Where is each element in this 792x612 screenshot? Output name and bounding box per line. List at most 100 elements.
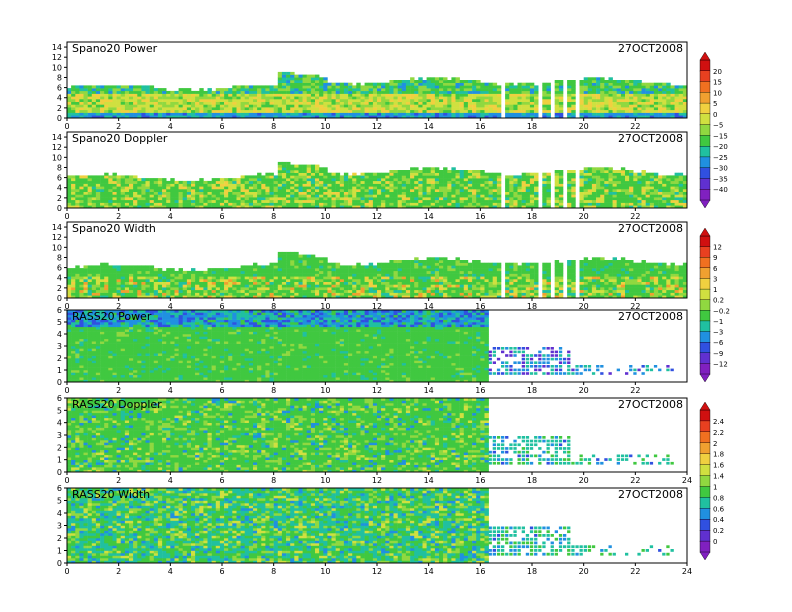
heatmap-cells [67, 398, 674, 473]
colorbar-arrow-top [699, 227, 711, 237]
y-tick-label: 2 [57, 443, 62, 452]
y-tick-label: 0 [57, 294, 62, 303]
colorbar-label: −0.2 [713, 307, 730, 315]
y-tick-label: 0 [57, 114, 62, 123]
y-tick-label: 2 [57, 534, 62, 543]
x-tick-label: 4 [168, 567, 173, 576]
x-tick-label: 0 [64, 212, 69, 221]
x-tick-label: 24 [682, 567, 692, 576]
colorbar-swatch [699, 530, 711, 542]
y-tick-label: 12 [52, 53, 62, 62]
y-tick-label: 6 [57, 84, 62, 93]
panel-title: RASS20 Doppler [72, 398, 162, 411]
y-tick-label: 6 [57, 484, 62, 493]
colorbar-swatch [699, 475, 711, 488]
colorbar-swatch [699, 409, 711, 422]
x-tick-label: 8 [271, 122, 276, 131]
x-tick-label: 6 [219, 302, 224, 311]
x-tick-label: 24 [682, 476, 692, 485]
heatmap-cells [67, 488, 674, 564]
colorbar-swatch [699, 70, 711, 83]
x-tick-label: 16 [475, 386, 485, 395]
colorbar-arrow-bottom [699, 551, 711, 561]
colorbar-swatch [699, 288, 711, 301]
x-tick-label: 2 [116, 567, 121, 576]
x-tick-label: 8 [271, 302, 276, 311]
colorbar-swatch [699, 235, 711, 248]
colorbar-swatch [699, 135, 711, 147]
colorbar-swatch [699, 497, 711, 509]
colorbar-swatch [699, 156, 711, 169]
colorbar-swatch [699, 299, 711, 311]
colorbar-label: −3 [713, 329, 723, 337]
y-tick-label: 2 [57, 194, 62, 203]
colorbar-rass: 2.4 2.2 2 1.8 1.6 1.4 1 0.8 0.6 0.4 0.2 0 [699, 401, 725, 561]
heatmap-cells [67, 251, 688, 299]
y-tick-label: 10 [52, 63, 62, 72]
x-tick-label: 14 [424, 212, 434, 221]
colorbar-label: 20 [713, 68, 722, 76]
colorbar-label: −40 [713, 186, 728, 194]
x-tick-label: 2 [116, 212, 121, 221]
x-tick-label: 18 [527, 212, 537, 221]
colorbar-swatch [699, 342, 711, 354]
colorbar-label: 1.8 [713, 451, 724, 459]
colorbar-label: 1.4 [713, 473, 725, 481]
panel-title: RASS20 Width [72, 488, 150, 501]
x-tick-label: 16 [475, 302, 485, 311]
colorbar-width: 12 9 6 3 1 0.2 −0.2 −1 −3 −6 −9 −12 [699, 227, 730, 383]
x-tick-label: 16 [475, 476, 485, 485]
x-tick-label: 10 [320, 386, 330, 395]
colorbar-swatch [699, 464, 711, 477]
colorbar-power: 20 15 10 5 0 −5 −15 −20 −25 −30 −35 −40 [699, 51, 728, 209]
x-tick-label: 12 [372, 476, 382, 485]
colorbar-label: 12 [713, 244, 722, 252]
colorbar-swatch [699, 508, 711, 520]
colorbar-swatch [699, 310, 711, 322]
x-tick-label: 4 [168, 212, 173, 221]
colorbar-label: 15 [713, 79, 722, 87]
x-tick-label: 10 [320, 212, 330, 221]
panel-date: 27OCT2008 [618, 398, 683, 411]
colorbar-swatch [699, 486, 711, 499]
heatmap-cells [67, 310, 674, 383]
colorbar-swatch [699, 519, 711, 531]
colorbar-swatch [699, 278, 711, 290]
y-tick-label: 5 [57, 406, 62, 415]
x-tick-label: 4 [168, 386, 173, 395]
x-tick-label: 18 [527, 386, 537, 395]
x-tick-label: 20 [579, 302, 589, 311]
panel-date: 27OCT2008 [618, 222, 683, 235]
x-tick-label: 0 [64, 386, 69, 395]
colorbar-label: −5 [713, 122, 723, 130]
colorbar-swatch [699, 178, 711, 190]
x-tick-label: 0 [64, 476, 69, 485]
x-tick-label: 16 [475, 122, 485, 131]
y-tick-label: 4 [57, 330, 62, 339]
colorbar-label: 0 [713, 111, 717, 119]
colorbar-swatch [699, 431, 711, 444]
x-tick-label: 22 [630, 122, 640, 131]
x-tick-label: 12 [372, 212, 382, 221]
x-tick-label: 20 [579, 212, 589, 221]
x-tick-label: 16 [475, 212, 485, 221]
x-tick-label: 12 [372, 386, 382, 395]
y-tick-label: 8 [57, 73, 62, 82]
x-tick-label: 4 [168, 122, 173, 131]
x-tick-label: 14 [424, 122, 434, 131]
colorbar-label: 2 [713, 440, 717, 448]
x-tick-label: 22 [630, 212, 640, 221]
colorbar-label: 0.8 [713, 494, 724, 502]
x-tick-label: 4 [168, 302, 173, 311]
x-tick-label: 18 [527, 302, 537, 311]
x-tick-label: 10 [320, 122, 330, 131]
x-tick-label: 6 [219, 212, 224, 221]
colorbar-swatch [699, 442, 711, 455]
x-tick-label: 22 [630, 386, 640, 395]
colorbar-label: −1 [713, 318, 723, 326]
colorbar-swatch [699, 320, 711, 333]
y-tick-label: 6 [57, 306, 62, 315]
